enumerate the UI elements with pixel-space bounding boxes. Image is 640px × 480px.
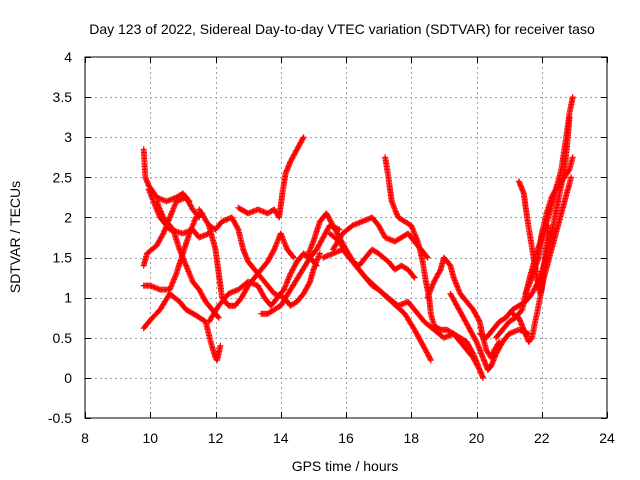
data-series-track-2 bbox=[140, 194, 203, 269]
data-series-track-22 bbox=[522, 154, 576, 297]
y-tick-label: 0 bbox=[64, 370, 72, 386]
data-point bbox=[480, 374, 486, 381]
y-tick-label: 1 bbox=[64, 290, 72, 306]
x-tick-label: 16 bbox=[338, 430, 354, 446]
data-point bbox=[424, 254, 431, 261]
data-series-track-23 bbox=[509, 222, 552, 345]
data-point bbox=[545, 222, 552, 229]
data-point bbox=[159, 231, 166, 238]
chart-title: Day 123 of 2022, Sidereal Day-to-day VTE… bbox=[89, 21, 595, 37]
x-tick-label: 24 bbox=[599, 430, 615, 446]
data-point bbox=[411, 274, 418, 281]
data-point bbox=[410, 273, 417, 280]
data-point bbox=[469, 349, 476, 356]
x-tick-label: 22 bbox=[534, 430, 550, 446]
data-point bbox=[214, 313, 221, 320]
tick-label-layer: 8 10 12 14 16 18 20 22 24 -0.5 0 0.5 1 1.5 2 2.5 3 3.5 4 bbox=[48, 49, 615, 446]
data-series-track-11 bbox=[258, 222, 343, 317]
data-point bbox=[290, 254, 297, 261]
data-point bbox=[475, 362, 482, 369]
data-point bbox=[472, 337, 479, 344]
data-point bbox=[552, 187, 559, 194]
data-point bbox=[569, 154, 576, 161]
data-point bbox=[436, 267, 443, 274]
grid-layer bbox=[85, 57, 607, 418]
y-tick-label: 3.5 bbox=[53, 89, 73, 105]
data-point bbox=[427, 357, 434, 364]
data-series-track-16 bbox=[382, 154, 482, 369]
data-point bbox=[312, 261, 319, 268]
x-tick-label: 12 bbox=[208, 430, 224, 446]
data-series-track-15 bbox=[329, 214, 431, 261]
data-point bbox=[476, 317, 482, 324]
data-point bbox=[423, 253, 430, 260]
y-tick-label: 2 bbox=[64, 209, 72, 225]
data-point bbox=[316, 250, 323, 257]
data-series-track-6 bbox=[140, 290, 224, 364]
data-series-track-17 bbox=[424, 254, 503, 361]
data-point bbox=[446, 261, 453, 268]
x-tick-label: 10 bbox=[142, 430, 158, 446]
data-series-track-8 bbox=[196, 206, 297, 309]
data-series-track-5 bbox=[140, 210, 206, 293]
y-tick-label: 0.5 bbox=[53, 330, 73, 346]
data-point bbox=[313, 262, 320, 269]
data-point bbox=[289, 253, 296, 260]
data-series-track-9 bbox=[235, 134, 307, 221]
y-axis-label: SDTVAR / TECUs bbox=[7, 181, 23, 293]
data-layer bbox=[140, 94, 576, 381]
data-point bbox=[300, 134, 307, 141]
data-point bbox=[565, 167, 572, 174]
y-tick-label: 1.5 bbox=[53, 250, 73, 266]
y-tick-label: 2.5 bbox=[53, 169, 73, 185]
data-point bbox=[568, 174, 575, 181]
y-tick-label: 4 bbox=[64, 49, 72, 65]
x-tick-label: 14 bbox=[273, 430, 289, 446]
data-point bbox=[529, 289, 536, 296]
x-tick-label: 18 bbox=[403, 430, 419, 446]
data-point bbox=[217, 342, 224, 349]
y-tick-label: -0.5 bbox=[48, 410, 72, 426]
x-tick-label: 20 bbox=[469, 430, 485, 446]
data-point bbox=[518, 321, 525, 328]
plot-frame bbox=[84, 56, 608, 419]
y-tick-label: 3 bbox=[64, 129, 72, 145]
x-tick-label: 8 bbox=[81, 430, 89, 446]
x-axis-label: GPS time / hours bbox=[292, 458, 399, 474]
data-point bbox=[569, 94, 576, 101]
data-point bbox=[215, 314, 222, 321]
